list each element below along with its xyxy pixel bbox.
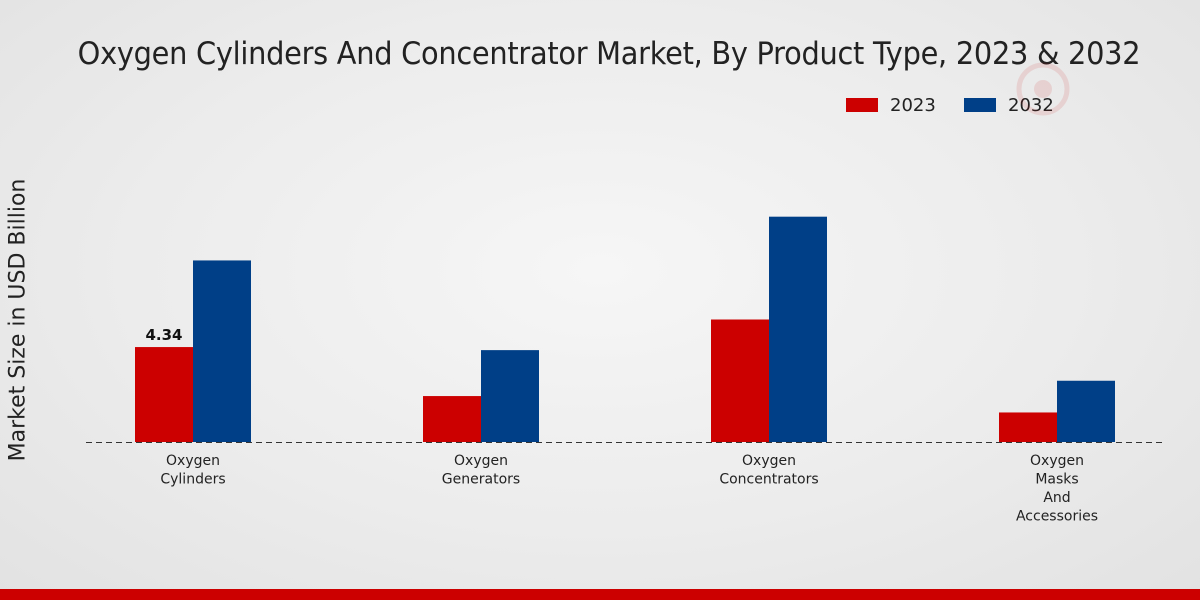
- x-tick-label-2: Oxygen Concentrators: [719, 453, 818, 488]
- x-tick-label-line: Generators: [442, 472, 520, 488]
- legend-label-2032: 2032: [1008, 95, 1054, 116]
- x-tick-label-line: Accessories: [1016, 509, 1098, 525]
- bar-2032-1: [481, 350, 539, 442]
- x-tick-label-line: Concentrators: [719, 472, 818, 488]
- bar-2023-3: [999, 412, 1057, 442]
- x-tick-label-line: Oxygen: [742, 453, 796, 469]
- x-tick-label-line: And: [1043, 490, 1070, 506]
- x-tick-label-0: Oxygen Cylinders: [160, 453, 225, 488]
- bar-2032-2: [769, 216, 827, 442]
- x-tick-label-line: Oxygen: [454, 453, 508, 469]
- x-tick-label-line: Masks: [1035, 472, 1078, 488]
- legend-label-2023: 2023: [890, 95, 936, 116]
- x-tick-label-1: Oxygen Generators: [442, 453, 520, 488]
- x-tick-label-line: Cylinders: [160, 472, 225, 488]
- bar-2032-3: [1057, 380, 1115, 442]
- x-tick-label-3: Oxygen Masks And Accessories: [1016, 453, 1098, 525]
- bar-2023-1: [423, 396, 481, 442]
- x-tick-label-line: Oxygen: [1030, 453, 1084, 469]
- watermark-logo-icon: [1016, 62, 1070, 116]
- bar-2023-0: [135, 347, 193, 442]
- data-label-0: 4.34: [145, 326, 182, 344]
- bar-2032-0: [193, 260, 251, 442]
- bottom-accent-bar: [0, 589, 1200, 600]
- legend-swatch-2032: [964, 98, 996, 112]
- chart-title: Oxygen Cylinders And Concentrator Market…: [77, 36, 1141, 72]
- x-tick-label-line: Oxygen: [166, 453, 220, 469]
- bar-2023-2: [711, 319, 769, 442]
- legend-swatch-2023: [846, 98, 878, 112]
